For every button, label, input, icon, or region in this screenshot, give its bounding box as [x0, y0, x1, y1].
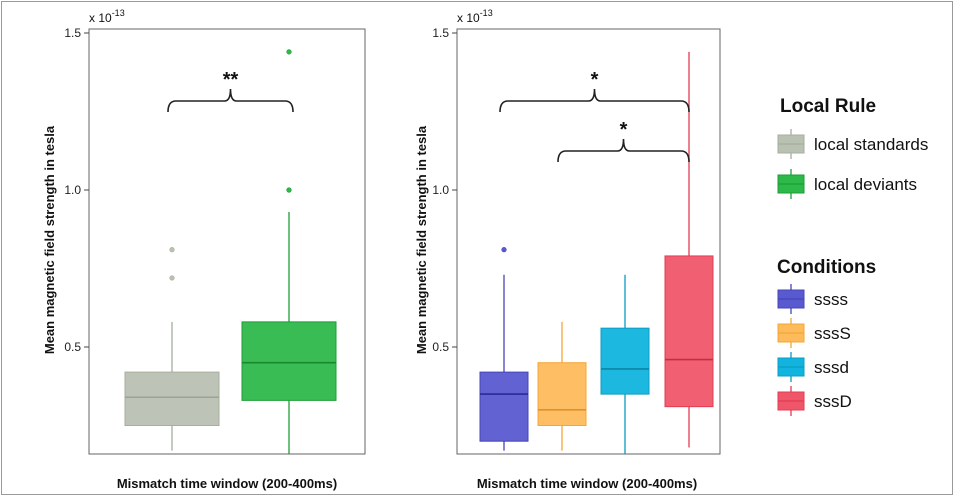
legend: Local Rule local standards local deviants…: [777, 96, 928, 416]
outlier-point: [287, 50, 292, 55]
legend-entry-label: sssS: [814, 324, 851, 343]
left-x-axis-label: Mismatch time window (200-400ms): [117, 476, 337, 491]
iqr-box: [601, 328, 649, 394]
right-panel: x 10-13 Mean magnetic field strength in …: [414, 8, 720, 491]
significance-bracket: [500, 89, 689, 112]
right-x-axis-label: Mismatch time window (200-400ms): [477, 476, 697, 491]
legend-entry-local-deviants: local deviants: [778, 169, 917, 199]
box-ssss: [538, 322, 586, 451]
significance-label: **: [223, 69, 239, 91]
box-local-deviants: [242, 50, 336, 454]
y-tick-label: 0.5: [64, 340, 81, 354]
outlier-point: [170, 276, 175, 281]
legend-entry-sssd: sssd: [778, 352, 849, 382]
left-y-multiplier: x 10-13: [89, 8, 125, 25]
legend-title-local-rule: Local Rule: [780, 96, 876, 117]
legend-entry-label: ssss: [814, 290, 848, 309]
legend-entry-label: local deviants: [814, 175, 917, 194]
right-y-multiplier: x 10-13: [457, 8, 493, 25]
y-tick-label: 1.0: [64, 183, 81, 197]
left-y-axis-label: Mean magnetic field strength in tesla: [42, 125, 57, 354]
outlier-point: [170, 247, 175, 252]
significance-label: *: [620, 119, 628, 141]
right-y-axis-label: Mean magnetic field strength in tesla: [414, 125, 429, 354]
right-y-ticks: 0.5 1.0 1.5: [432, 26, 457, 354]
legend-entry-sssd: sssD: [778, 386, 852, 416]
legend-entry-label: local standards: [814, 135, 928, 154]
left-significance: **: [168, 69, 293, 112]
legend-entry-ssss: ssss: [778, 284, 848, 314]
legend-local-rule-entries: local standards local deviants: [778, 129, 928, 199]
legend-entry-ssss: sssS: [778, 318, 851, 348]
box-sssd: [601, 275, 649, 454]
box-ssss: [480, 247, 528, 450]
outlier-point: [287, 188, 292, 193]
legend-title-conditions: Conditions: [777, 257, 876, 278]
left-boxes: [125, 50, 336, 454]
iqr-box: [538, 363, 586, 426]
legend-conditions-entries: ssss sssS sssd sssD: [778, 284, 852, 416]
y-tick-label: 1.0: [432, 183, 449, 197]
iqr-box: [665, 256, 713, 407]
box-local-standards: [125, 247, 219, 450]
left-panel: x 10-13 Mean magnetic field strength in …: [42, 8, 365, 491]
outlier-point: [502, 247, 507, 252]
legend-entry-label: sssD: [814, 392, 852, 411]
legend-entry-label: sssd: [814, 358, 849, 377]
iqr-box: [480, 372, 528, 441]
iqr-box: [125, 372, 219, 425]
right-significance: **: [500, 69, 689, 162]
iqr-box: [242, 322, 336, 401]
significance-label: *: [591, 69, 599, 91]
right-boxes: [480, 52, 713, 454]
y-tick-label: 0.5: [432, 340, 449, 354]
y-tick-label: 1.5: [432, 26, 449, 40]
significance-bracket: [168, 89, 293, 112]
left-y-ticks: 0.5 1.0 1.5: [64, 26, 89, 354]
significance-bracket: [558, 139, 689, 162]
legend-entry-local-standards: local standards: [778, 129, 928, 159]
y-tick-label: 1.5: [64, 26, 81, 40]
